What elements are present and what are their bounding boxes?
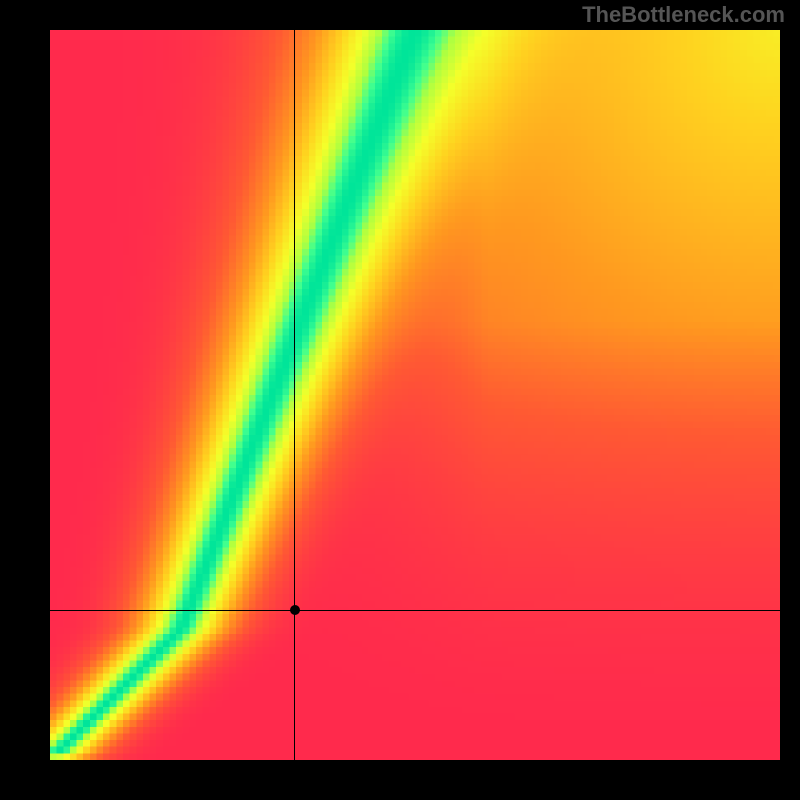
crosshair-vertical (294, 30, 295, 760)
watermark-text: TheBottleneck.com (582, 2, 785, 28)
crosshair-dot (290, 605, 300, 615)
crosshair-horizontal (50, 610, 780, 611)
heatmap-canvas (50, 30, 780, 760)
heatmap-plot (50, 30, 780, 760)
chart-container: { "watermark": "TheBottleneck.com", "plo… (0, 0, 800, 800)
